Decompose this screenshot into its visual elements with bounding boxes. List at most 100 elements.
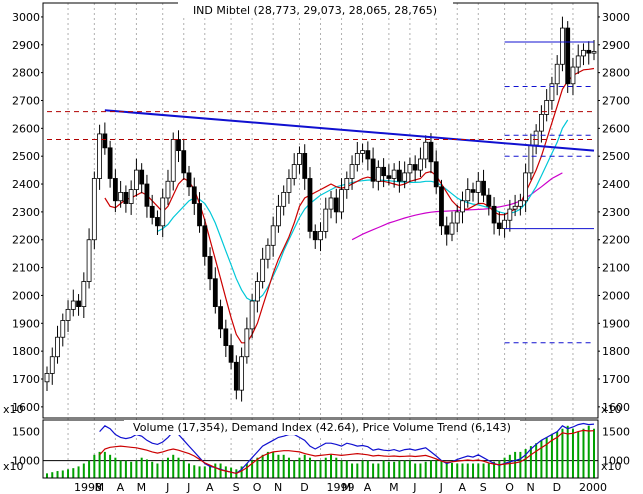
candle-body <box>470 189 476 193</box>
month-label: 2000 <box>579 481 607 494</box>
price-tick-label-right: 2600 <box>602 122 630 135</box>
candle-body <box>70 300 76 310</box>
candle-body <box>212 278 218 307</box>
candle-body <box>49 356 55 374</box>
candle-body <box>112 178 118 202</box>
candle-body <box>560 27 565 65</box>
price-tick-label-right: 2000 <box>602 289 630 302</box>
candle-body <box>544 100 550 115</box>
candle-body <box>591 51 597 54</box>
month-label: J <box>439 481 443 494</box>
candle-body <box>97 133 102 179</box>
candle-body <box>276 205 281 227</box>
candle-body <box>460 200 465 213</box>
candle-body <box>107 147 113 179</box>
candle-body <box>318 230 323 241</box>
price-tick-label-right: 1800 <box>602 345 630 358</box>
candle-body <box>228 345 234 363</box>
candle-body <box>165 180 171 199</box>
candle-body <box>370 158 376 182</box>
price-tick-label-right: 2200 <box>602 234 630 247</box>
candle-body <box>523 172 529 202</box>
candle-body <box>123 191 129 204</box>
price-tick-label-right: 3000 <box>602 11 630 24</box>
candle-body <box>260 258 266 282</box>
volume-title: Volume (17,354), Demand Index (42.64), P… <box>133 421 511 434</box>
candle-body <box>412 164 418 171</box>
candle-body <box>239 356 245 391</box>
month-label: O <box>253 481 262 494</box>
volume-scale-label-right: x10 <box>601 460 622 473</box>
candle-body <box>323 208 329 232</box>
month-label: N <box>527 481 535 494</box>
candle-body <box>312 230 318 241</box>
price-tick-label-right: 2500 <box>602 150 630 163</box>
month-label: N <box>274 481 282 494</box>
candle-body <box>102 133 108 149</box>
candle-body <box>286 178 292 193</box>
candle-body <box>481 180 486 196</box>
candle-body <box>265 244 271 260</box>
candle-body <box>218 306 223 330</box>
candle-body <box>86 239 92 282</box>
price-volume-trend-line <box>99 429 595 475</box>
price-tick-label-right: 1600 <box>602 401 630 414</box>
price-tick-label-left: 2500 <box>12 150 40 163</box>
candle-body <box>91 178 97 241</box>
candle-body <box>202 225 208 257</box>
candle-body <box>339 189 344 213</box>
candle-body <box>160 197 166 227</box>
candle-body <box>249 300 255 330</box>
price-tick-label-left: 1900 <box>12 317 40 330</box>
candle-body <box>491 205 497 224</box>
candle-body <box>181 150 187 174</box>
month-label: A <box>364 481 372 494</box>
candle-body <box>581 49 586 57</box>
price-tick-label-left: 2900 <box>12 39 40 52</box>
candle-body <box>55 336 60 358</box>
price-scale-label-right: x10 <box>601 403 622 416</box>
candle-body <box>149 205 155 218</box>
candle-body <box>554 63 560 85</box>
candle-body <box>391 169 397 179</box>
candle-body <box>244 328 250 358</box>
month-label: S <box>233 481 240 494</box>
candle-body <box>386 175 392 179</box>
indicator-lines <box>99 422 595 475</box>
price-tick-label-right: 1900 <box>602 317 630 330</box>
price-title: IND Mibtel (28,773, 29,073, 28,065, 28,7… <box>193 4 437 17</box>
month-label: M <box>137 481 147 494</box>
fast-moving-average-line <box>104 67 595 344</box>
price-tick-label-right: 2900 <box>602 39 630 52</box>
candle-body <box>507 208 513 221</box>
candle-body <box>444 225 450 235</box>
candle-body <box>354 153 360 165</box>
candle-body <box>428 141 434 163</box>
demand-index-line <box>99 422 595 475</box>
price-tick-label-right: 2300 <box>602 206 630 219</box>
price-tick-label-left: 2700 <box>12 94 40 107</box>
price-tick-label-left: 2100 <box>12 262 40 275</box>
candle-body <box>291 164 297 179</box>
trendline-line <box>104 109 595 152</box>
candle-body <box>375 166 381 182</box>
month-label: O <box>505 481 514 494</box>
candle-body <box>570 66 576 85</box>
candles <box>44 16 597 402</box>
month-label: M <box>95 481 105 494</box>
candle-body <box>176 139 181 152</box>
candle-body <box>81 281 87 307</box>
candle-body <box>502 219 507 230</box>
volume-title-bg <box>124 420 520 435</box>
candle-body <box>396 169 402 182</box>
volume-bars <box>46 425 595 478</box>
price-axis: 1600 1600 1700 1700 1800 1800 1900 1900 2000 2000… <box>12 11 630 414</box>
price-tick-label-left: 1800 <box>12 345 40 358</box>
month-label: J <box>165 481 169 494</box>
candle-body <box>449 222 455 235</box>
drawn-lines <box>47 41 595 344</box>
candle-body <box>517 200 523 207</box>
candle-body <box>191 186 197 204</box>
